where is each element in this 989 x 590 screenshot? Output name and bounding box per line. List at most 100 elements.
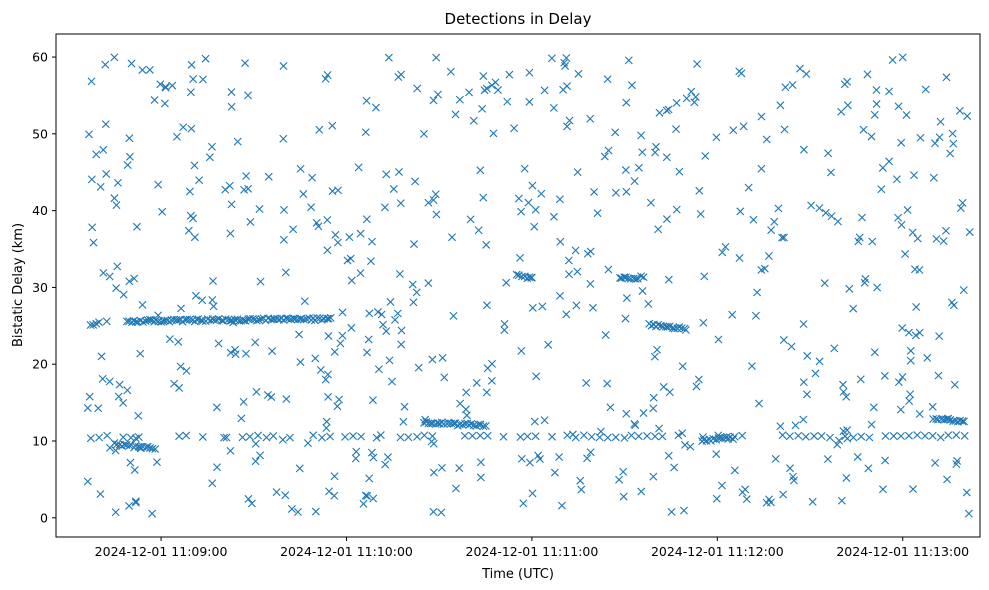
data-point bbox=[368, 396, 377, 405]
data-point bbox=[165, 335, 174, 344]
data-point bbox=[357, 432, 366, 441]
data-point bbox=[343, 256, 352, 265]
data-point bbox=[472, 421, 481, 430]
data-point bbox=[333, 238, 342, 247]
x-tick-label: 2024-12-01 11:10:00 bbox=[280, 544, 413, 559]
data-point bbox=[747, 362, 756, 371]
data-point bbox=[491, 78, 500, 87]
data-point bbox=[189, 214, 198, 223]
data-point bbox=[562, 53, 571, 62]
data-point bbox=[254, 431, 263, 440]
data-point bbox=[744, 183, 753, 192]
data-point bbox=[528, 303, 537, 312]
data-point bbox=[587, 432, 596, 441]
data-point bbox=[361, 128, 370, 137]
data-point bbox=[110, 53, 119, 62]
data-point bbox=[601, 331, 610, 340]
data-point bbox=[824, 149, 833, 158]
data-point bbox=[525, 97, 534, 106]
data-point bbox=[251, 439, 260, 448]
data-point bbox=[665, 388, 674, 397]
data-point bbox=[503, 97, 512, 106]
data-point bbox=[514, 194, 523, 203]
data-point bbox=[333, 402, 342, 411]
data-point bbox=[932, 234, 941, 243]
data-point bbox=[649, 472, 658, 481]
data-point bbox=[549, 212, 558, 221]
data-point bbox=[123, 161, 132, 170]
data-point bbox=[693, 60, 702, 68]
data-point bbox=[466, 215, 475, 224]
data-point bbox=[901, 250, 910, 259]
data-point bbox=[904, 431, 913, 440]
data-point bbox=[322, 424, 331, 433]
data-point bbox=[424, 198, 433, 207]
data-point bbox=[94, 318, 103, 327]
data-point bbox=[419, 129, 428, 138]
data-point bbox=[437, 508, 446, 517]
data-point bbox=[493, 86, 502, 95]
data-point bbox=[99, 268, 108, 277]
data-point bbox=[749, 215, 758, 224]
data-point bbox=[383, 453, 392, 462]
data-point bbox=[661, 322, 670, 331]
data-point bbox=[833, 440, 842, 449]
data-point bbox=[662, 215, 671, 224]
data-point bbox=[311, 507, 320, 516]
data-point bbox=[330, 347, 339, 356]
data-point bbox=[845, 284, 854, 293]
data-point bbox=[913, 431, 922, 440]
data-point bbox=[394, 72, 403, 81]
data-point bbox=[889, 432, 898, 441]
data-point bbox=[757, 265, 766, 274]
data-point bbox=[311, 354, 320, 363]
data-point bbox=[588, 303, 597, 312]
data-point bbox=[208, 296, 217, 304]
data-point bbox=[185, 187, 194, 196]
data-point bbox=[935, 133, 944, 142]
data-point bbox=[620, 433, 629, 442]
data-point bbox=[572, 301, 581, 310]
data-point bbox=[517, 454, 526, 463]
data-point bbox=[244, 494, 253, 503]
data-point bbox=[467, 419, 476, 428]
data-point bbox=[394, 167, 403, 176]
data-point bbox=[282, 395, 291, 404]
data-point bbox=[391, 315, 400, 324]
data-point bbox=[857, 432, 866, 441]
data-point bbox=[429, 507, 438, 516]
data-point bbox=[576, 476, 585, 485]
data-point bbox=[952, 460, 961, 469]
data-point bbox=[955, 106, 964, 115]
y-tick-label: 60 bbox=[32, 50, 48, 65]
data-point bbox=[885, 87, 894, 96]
data-point bbox=[389, 184, 398, 193]
data-point bbox=[351, 454, 360, 463]
data-point bbox=[113, 440, 122, 449]
data-point bbox=[376, 431, 385, 440]
data-point bbox=[151, 316, 160, 325]
data-point bbox=[764, 252, 773, 261]
data-point bbox=[867, 420, 876, 429]
data-point bbox=[751, 311, 760, 320]
data-point bbox=[897, 138, 906, 147]
y-tick-label: 30 bbox=[32, 280, 48, 295]
data-point bbox=[737, 69, 746, 78]
data-point bbox=[843, 434, 852, 443]
data-point bbox=[869, 403, 878, 412]
data-point bbox=[634, 163, 643, 172]
data-point bbox=[753, 288, 762, 297]
data-point bbox=[101, 120, 110, 129]
data-point bbox=[198, 316, 207, 325]
data-point bbox=[299, 190, 308, 199]
data-point bbox=[534, 451, 543, 460]
data-point bbox=[596, 427, 605, 436]
data-point bbox=[83, 403, 92, 412]
data-point bbox=[794, 431, 803, 440]
data-point bbox=[915, 265, 924, 274]
data-point bbox=[959, 417, 968, 426]
data-point bbox=[96, 490, 105, 499]
data-point bbox=[664, 451, 673, 460]
data-point bbox=[309, 431, 318, 440]
data-point bbox=[380, 203, 389, 212]
